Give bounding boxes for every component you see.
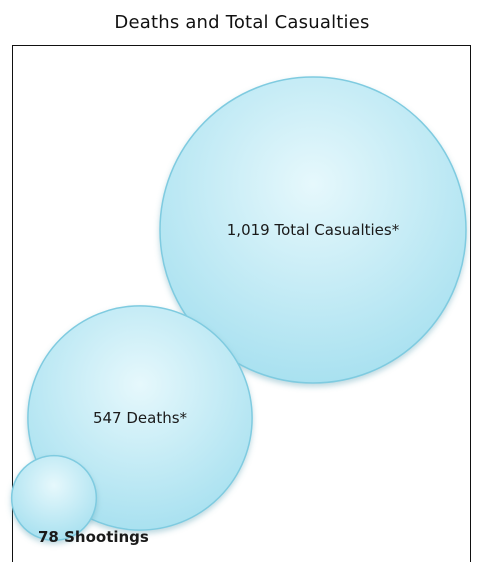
bubble-label-78-shootings: 78 Shootings: [38, 528, 149, 546]
bubble-label-547-deaths: 547 Deaths*: [93, 409, 188, 427]
bubble-label-1-019-total-casualties: 1,019 Total Casualties*: [227, 221, 400, 239]
chart-title: Deaths and Total Casualties: [114, 12, 370, 33]
bubble-78-shootings: [10, 454, 98, 542]
bubble-layer: 1,019 Total Casualties* 547 Deaths* 78 Sho…: [10, 76, 467, 546]
bubble-1-019-total-casualties: [159, 76, 467, 384]
